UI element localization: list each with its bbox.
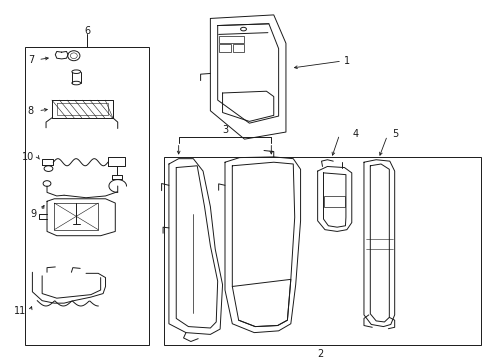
Bar [324,196,345,207]
Text: 8: 8 [28,106,34,116]
Bar [25,47,149,345]
Text: 6: 6 [84,26,90,36]
Bar [233,44,244,52]
Text: 7: 7 [28,55,34,65]
Text: 4: 4 [352,129,358,139]
Text: 2: 2 [316,349,323,359]
Text: 1: 1 [343,56,349,66]
Ellipse shape [72,81,81,85]
Ellipse shape [72,70,81,73]
Bar [218,44,230,52]
Text: 3: 3 [222,125,227,135]
Text: 10: 10 [22,152,35,162]
Bar [163,157,480,345]
Text: 5: 5 [392,129,398,139]
Bar [218,36,244,43]
Text: 9: 9 [31,209,37,219]
Text: 11: 11 [14,306,26,316]
